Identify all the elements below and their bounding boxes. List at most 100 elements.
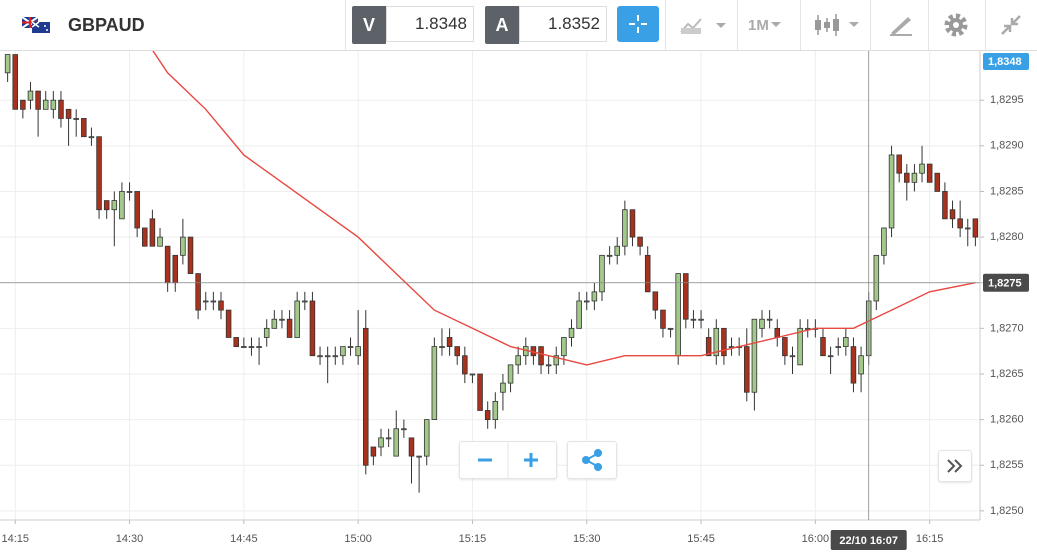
- candle-body: [538, 346, 544, 366]
- candle-body: [164, 245, 171, 284]
- candle-body: [904, 172, 910, 183]
- collapse-button[interactable]: [995, 0, 1027, 50]
- ask-label: A: [485, 6, 519, 44]
- candle-body: [744, 346, 750, 393]
- share-button[interactable]: [567, 441, 617, 479]
- x-tick-label: 14:45: [230, 533, 258, 545]
- candle-body: [370, 446, 377, 457]
- y-tick-label: 1,8270: [990, 322, 1024, 334]
- candle-body: [332, 355, 339, 358]
- candle-body: [119, 191, 125, 220]
- candle-body: [644, 254, 651, 293]
- candle-body: [347, 346, 354, 349]
- candle-body: [286, 318, 293, 338]
- y-tick-label: 1,8250: [990, 505, 1024, 517]
- candle-body: [789, 355, 796, 358]
- y-tick-label: 1,8265: [990, 368, 1024, 380]
- candle-body: [774, 327, 781, 338]
- candle-body: [949, 209, 956, 220]
- candle-body: [324, 355, 331, 358]
- candle-body: [926, 163, 933, 183]
- x-tick-label: 15:00: [344, 533, 372, 545]
- candle-body: [728, 346, 735, 349]
- candle-body: [431, 346, 438, 421]
- x-tick-label: 15:30: [573, 533, 601, 545]
- separator: [870, 0, 871, 50]
- candle-body: [667, 327, 674, 330]
- candle-body: [759, 318, 765, 329]
- candle-body: [858, 355, 864, 375]
- candle-body: [797, 327, 803, 366]
- timeframe[interactable]: 1M: [748, 0, 783, 50]
- candle-body: [484, 410, 491, 421]
- last-price-label: 1,8348: [988, 56, 1022, 68]
- candle-body: [454, 346, 460, 357]
- candle-body: [42, 99, 49, 110]
- crosshair-button[interactable]: [617, 6, 659, 42]
- candle-body: [279, 318, 285, 321]
- crosshair-time-label: 22/10 16:07: [839, 535, 898, 547]
- chart-type-button[interactable]: [678, 0, 728, 50]
- candle-body: [271, 318, 278, 329]
- candle-body: [964, 227, 971, 230]
- y-tick-label: 1,8295: [990, 94, 1024, 106]
- candle-body: [477, 373, 483, 411]
- candle-body: [393, 428, 400, 457]
- candle-body: [96, 136, 102, 211]
- crosshair-price-label: 1,8275: [988, 278, 1022, 290]
- candle-body: [606, 254, 613, 257]
- grid: [0, 50, 980, 520]
- draw-button[interactable]: [885, 0, 917, 50]
- symbol[interactable]: GBPAUD: [68, 14, 145, 35]
- candle-body: [134, 191, 140, 229]
- candle-body: [591, 291, 598, 302]
- candle-body: [12, 54, 19, 110]
- bid-price[interactable]: 1.8348: [386, 6, 474, 42]
- candle-body: [248, 346, 255, 349]
- candle-body: [218, 300, 224, 311]
- candle-body: [378, 437, 384, 448]
- bid-label: V: [352, 6, 386, 44]
- crosshair-time-box: [830, 530, 907, 550]
- candle-body: [88, 136, 95, 139]
- candle-body: [934, 172, 941, 192]
- candle-body: [553, 355, 560, 366]
- candle-body: [355, 346, 361, 357]
- candle-body: [622, 209, 628, 247]
- candle-body: [568, 327, 575, 338]
- separator: [345, 0, 346, 50]
- candle-body: [157, 236, 163, 247]
- candle-body: [317, 355, 323, 358]
- candle-body: [256, 346, 262, 349]
- candle-style-button[interactable]: [812, 0, 862, 50]
- candle-body: [111, 200, 118, 211]
- candle-body: [675, 273, 681, 357]
- candle-body: [766, 318, 773, 321]
- x-tick-label: 16:15: [916, 533, 944, 545]
- candle-body: [637, 236, 643, 247]
- candle-body: [462, 355, 468, 375]
- separator: [737, 0, 738, 50]
- candle-body: [713, 327, 720, 357]
- candle-body: [416, 455, 422, 458]
- candle-body: [103, 200, 110, 211]
- candle-body: [172, 254, 179, 284]
- candle-body: [827, 355, 834, 358]
- crosshair-price-box: [983, 273, 1029, 292]
- ask-price[interactable]: 1.8352: [519, 6, 607, 42]
- x-tick-label: 16:00: [802, 533, 830, 545]
- candle-body: [65, 108, 72, 119]
- candle-body: [302, 300, 308, 303]
- candle-body: [888, 154, 895, 229]
- candle-body: [202, 300, 209, 303]
- candle-body: [835, 346, 841, 349]
- separator: [928, 0, 929, 50]
- scroll-right-button[interactable]: [938, 450, 972, 482]
- settings-button[interactable]: [940, 0, 972, 50]
- y-tick-label: 1,8280: [990, 231, 1024, 243]
- separator: [665, 0, 666, 50]
- candle-body: [408, 437, 415, 457]
- x-tick-label: 15:45: [687, 533, 715, 545]
- candle-body: [50, 99, 57, 110]
- candle-body: [576, 300, 582, 329]
